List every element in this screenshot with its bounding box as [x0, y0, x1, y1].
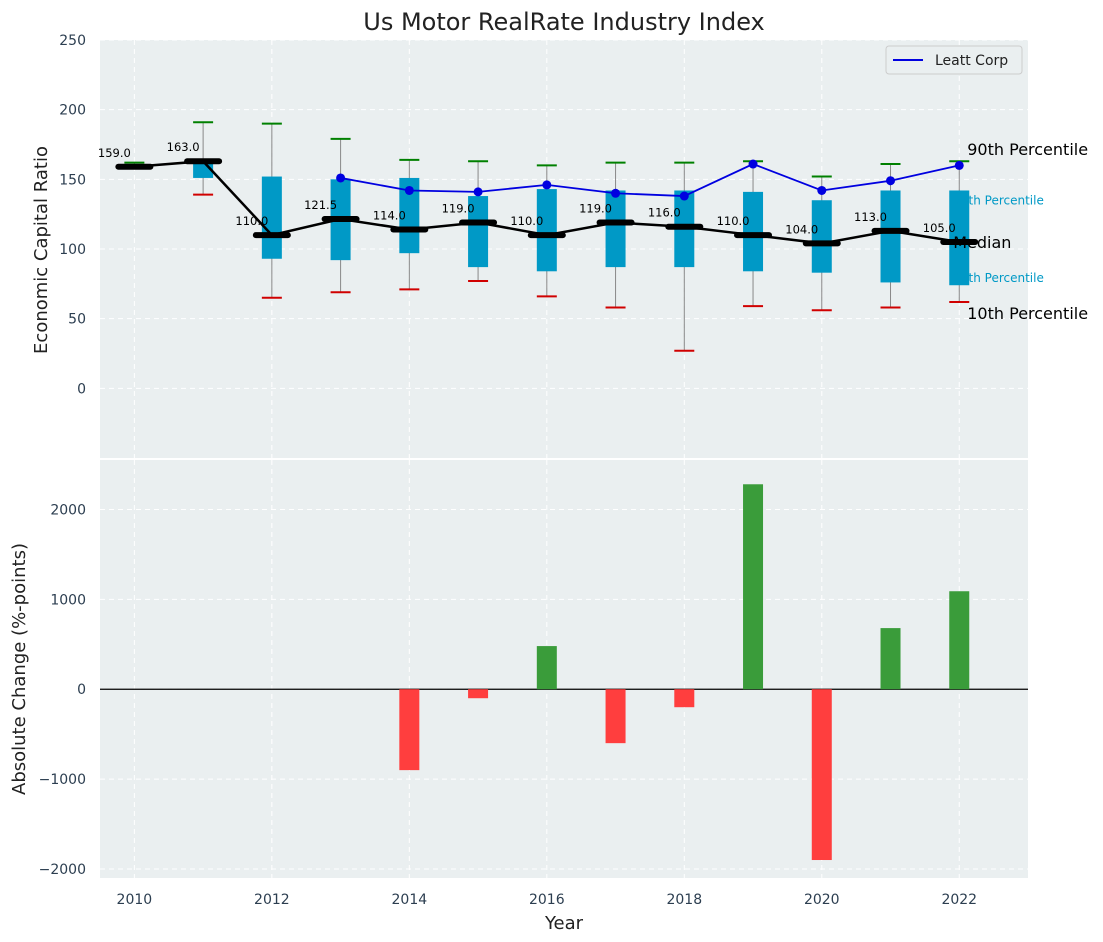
change-bar-2019: [743, 484, 764, 690]
x-tick-6: 2022: [941, 892, 977, 908]
box-2017: [605, 161, 626, 309]
series-group: [336, 159, 964, 201]
bottom-y-axis-label: Absolute Change (%-points): [9, 543, 30, 795]
top-y-tick-2: 100: [59, 242, 86, 258]
box-2014: [399, 158, 420, 291]
median-label-2019: 110.0: [717, 214, 750, 228]
percentile-annotations: 90th Percentile 75th Percentile Median 25th…: [953, 140, 1088, 323]
iqr-box-2019: [743, 191, 764, 272]
annotation-p90: 90th Percentile: [967, 140, 1088, 159]
bottom-y-tick-3: 1000: [50, 592, 86, 608]
iqr-box-2016: [536, 189, 557, 272]
median-label-2015: 119.0: [442, 202, 475, 216]
series-point-2021: [886, 176, 896, 186]
median-label-2014: 114.0: [373, 208, 406, 222]
bottom-y-tick-2: 0: [77, 682, 86, 698]
x-axis-label: Year: [544, 913, 584, 934]
change-bars: [100, 484, 1028, 861]
series-line-0: [340, 163, 960, 197]
iqr-box-2022: [949, 190, 970, 286]
change-bar-2020: [811, 689, 832, 861]
median-label-2012: 110.0: [235, 214, 268, 228]
series-point-2020: [817, 185, 827, 195]
bottom-y-tick-1: −1000: [39, 772, 86, 788]
median-label-2022: 105.0: [923, 221, 956, 235]
top-y-tick-1: 50: [68, 312, 86, 328]
legend-entry-leatt-corp: Leatt Corp: [935, 53, 1008, 69]
series-point-2018: [679, 191, 689, 201]
iqr-box-2020: [811, 200, 832, 273]
series-point-2019: [748, 159, 758, 169]
median-label-2018: 116.0: [648, 206, 681, 220]
series-point-2017: [611, 188, 621, 198]
series-point-2015: [473, 187, 483, 197]
iqr-box-2012: [261, 176, 282, 259]
box-2012: [261, 122, 282, 299]
top-y-axis-label: Economic Capital Ratio: [31, 146, 52, 354]
median-label-2016: 110.0: [510, 214, 543, 228]
change-bar-2021: [880, 628, 901, 690]
iqr-box-2017: [605, 190, 626, 268]
median-label-2010: 159.0: [98, 146, 131, 160]
median-label-2020: 104.0: [785, 222, 818, 236]
change-bar-2015: [468, 689, 489, 699]
median-label-2013: 121.5: [304, 198, 337, 212]
annotation-p25: 25th Percentile: [953, 271, 1044, 285]
iqr-box-2014: [399, 177, 420, 254]
box-plots: [124, 121, 970, 352]
median-value-labels: 159.0 163.0 110.0 121.5 114.0 119.0 110.0 119.0…: [98, 140, 956, 236]
change-bar-2014: [399, 689, 420, 771]
x-tick-5: 2020: [804, 892, 840, 908]
change-bar-2017: [605, 689, 626, 744]
x-tick-4: 2018: [666, 892, 702, 908]
x-tick-1: 2012: [254, 892, 290, 908]
annotation-median: Median: [953, 233, 1011, 252]
x-tick-0: 2010: [117, 892, 153, 908]
annotation-p75: 75th Percentile: [953, 193, 1044, 207]
annotation-p10: 10th Percentile: [967, 304, 1088, 323]
series-point-2014: [404, 185, 414, 195]
box-2021: [880, 163, 901, 309]
median-label-2021: 113.0: [854, 210, 887, 224]
change-bar-2018: [674, 689, 695, 708]
box-2015: [468, 160, 489, 283]
x-tick-2: 2014: [392, 892, 428, 908]
median-label-2011: 163.0: [167, 140, 200, 154]
bottom-y-tick-4: 2000: [50, 502, 86, 518]
top-y-tick-5: 250: [59, 33, 86, 49]
bottom-y-tick-0: −2000: [39, 862, 86, 878]
bottom-plot-area: [100, 460, 1028, 878]
iqr-box-2015: [468, 196, 489, 268]
series-point-2022: [954, 160, 964, 170]
top-y-tick-3: 150: [59, 172, 86, 188]
change-bar-2016: [536, 646, 557, 690]
bottom-y-tick-labels: −2000 −1000 0 1000 2000: [39, 502, 86, 878]
iqr-box-2021: [880, 190, 901, 283]
legend: Leatt Corp: [885, 45, 1023, 75]
box-2022: [949, 160, 970, 303]
median-label-2017: 119.0: [579, 202, 612, 216]
top-y-tick-0: 0: [77, 381, 86, 397]
legend-box: [885, 45, 1023, 75]
chart-title: Us Motor RealRate Industry Index: [363, 8, 765, 36]
top-y-tick-4: 200: [59, 103, 86, 119]
top-y-tick-labels: 0 50 100 150 200 250: [59, 33, 86, 397]
x-tick-labels: 2010 2012 2014 2016 2018 2020 2022: [117, 892, 978, 908]
change-bar-2022: [949, 591, 970, 690]
x-tick-3: 2016: [529, 892, 565, 908]
series-point-2016: [542, 180, 552, 190]
median-line-group: [115, 158, 979, 247]
series-point-2013: [336, 173, 346, 183]
